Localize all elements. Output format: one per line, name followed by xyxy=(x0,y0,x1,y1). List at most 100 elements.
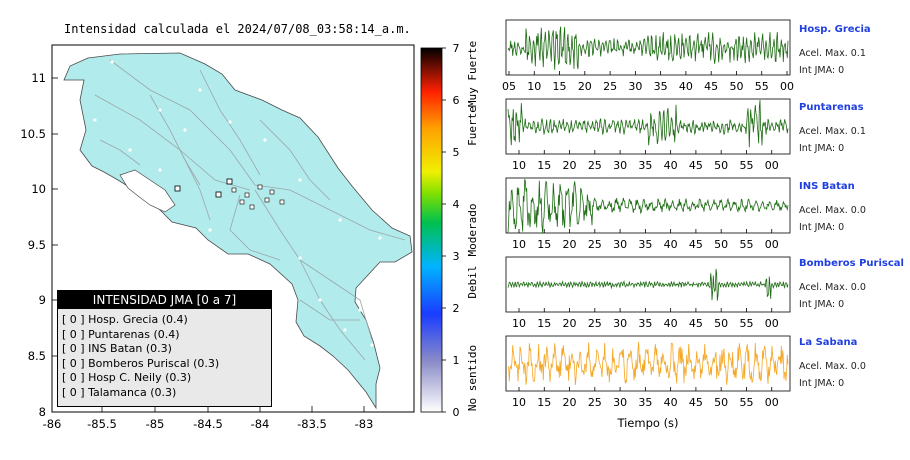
seismogram-tick-label: 15 xyxy=(553,80,567,93)
seismogram-tick-label: 00 xyxy=(780,80,794,93)
legend-list: [ 0 ] Hosp. Grecia (0.4) [ 0 ] Puntarena… xyxy=(58,309,271,400)
map-x-tick-label: -85 xyxy=(146,417,165,431)
seismogram-tick-label: 10 xyxy=(512,317,526,330)
seismogram-trace xyxy=(507,341,789,385)
seismogram-panel: 10 15 20 25 30 35 40 45 50 55 00 xyxy=(505,177,791,251)
map-y-tick-label: 10 xyxy=(31,182,46,196)
station-accel: Acel. Max. 0.0 xyxy=(799,282,866,293)
map-y-tick-label: 9.5 xyxy=(28,238,46,252)
seismogram-tick-label: 45 xyxy=(689,238,703,251)
map-x-tick-label: -83 xyxy=(355,417,374,431)
seismogram-trace xyxy=(507,178,789,234)
legend-item: [ 0 ] Bomberos Puriscal (0.3) xyxy=(62,356,220,370)
colorbar-tick-label: 6 xyxy=(453,94,460,107)
seismogram-tick-label: 50 xyxy=(729,80,743,93)
map-x-tick-label: -86 xyxy=(43,417,62,431)
seismogram-panel: 10 15 20 25 30 35 40 45 50 55 00 xyxy=(505,256,791,330)
seismogram-tick-label: 55 xyxy=(739,238,753,251)
colorbar-label: Moderado xyxy=(466,204,479,257)
seismogram-tick-label: 15 xyxy=(537,396,551,409)
legend-item: [ 0 ] INS Batan (0.3) xyxy=(62,342,172,355)
seismogram-tick-label: 50 xyxy=(714,159,728,172)
station-accel: Acel. Max. 0.0 xyxy=(799,361,866,372)
map-y-tick-label: 8 xyxy=(39,405,46,419)
station-info: Acel. Max. 0.0 Int JMA: 0 xyxy=(799,202,866,236)
station-name: Bomberos Puriscal xyxy=(799,258,904,269)
station-int: Int JMA: 0 xyxy=(799,65,845,76)
seismogram-tick-label: 45 xyxy=(689,317,703,330)
station-info: Acel. Max. 0.0 Int JMA: 0 xyxy=(799,358,866,392)
seismogram-tick-label: 00 xyxy=(765,396,779,409)
station-int: Int JMA: 0 xyxy=(799,143,845,154)
map-y-tick-label: 8.5 xyxy=(28,349,46,363)
seismogram-tick-label: 50 xyxy=(714,238,728,251)
seismogram-tick-label: 40 xyxy=(664,317,678,330)
colorbar-tick-label: 1 xyxy=(453,354,460,367)
station-accel: Acel. Max. 0.1 xyxy=(799,126,866,137)
seismogram-tick-label: 45 xyxy=(704,80,718,93)
seismogram-tick-label: 15 xyxy=(537,159,551,172)
seismogram-tick-label: 10 xyxy=(527,80,541,93)
intensity-legend: INTENSIDAD JMA [0 a 7] [ 0 ] Hosp. Greci… xyxy=(57,290,272,407)
seismogram-tick-label: 35 xyxy=(638,396,652,409)
seismogram-tick-label: 50 xyxy=(714,396,728,409)
seismogram-tick-label: 30 xyxy=(613,317,627,330)
seismogram-tick-label: 35 xyxy=(638,159,652,172)
station-name: Hosp. Grecia xyxy=(799,24,871,35)
seismogram-tick-label: 20 xyxy=(563,317,577,330)
seismogram-tick-label: 55 xyxy=(755,80,769,93)
seismogram-trace xyxy=(507,268,789,301)
seismogram-tick-label: 25 xyxy=(588,238,602,251)
seismogram-tick-label: 40 xyxy=(664,159,678,172)
seismogram-tick-label: 30 xyxy=(613,238,627,251)
colorbar-tick-label: 4 xyxy=(453,198,460,211)
legend-item: [ 0 ] Hosp. Grecia (0.4) xyxy=(62,313,188,326)
seismogram-tick-label: 15 xyxy=(537,317,551,330)
seismogram-frame xyxy=(505,335,791,392)
map-x-tick-label: -85.5 xyxy=(87,417,117,431)
seismogram-tick-label: 40 xyxy=(664,238,678,251)
seismogram-frame xyxy=(505,19,791,76)
map-x-tick-label: -84 xyxy=(251,417,270,431)
seismogram-tick-label: 10 xyxy=(512,238,526,251)
colorbar-tick-label: 3 xyxy=(453,250,460,263)
seismogram-trace xyxy=(507,99,789,148)
station-info: Acel. Max. 0.0 Int JMA: 0 xyxy=(799,279,866,313)
seismogram-tick-label: 35 xyxy=(638,238,652,251)
colorbar-tick-label: 7 xyxy=(453,42,460,55)
map-title: Intensidad calculada el 2024/07/08_03:58… xyxy=(64,22,411,36)
colorbar-tick-label: 0 xyxy=(453,406,460,419)
seismogram-tick-label: 15 xyxy=(537,238,551,251)
seismogram-tick-label: 10 xyxy=(512,159,526,172)
seismogram-tick-label: 45 xyxy=(689,396,703,409)
colorbar-tick-label: 2 xyxy=(453,302,460,315)
seismogram-tick-label: 00 xyxy=(765,317,779,330)
seismogram-tick-label: 00 xyxy=(765,159,779,172)
seismogram-tick-label: 25 xyxy=(588,317,602,330)
map-y-tick-label: 9 xyxy=(39,293,46,307)
station-accel: Acel. Max. 0.1 xyxy=(799,48,866,59)
colorbar-label: Fuerte xyxy=(466,106,479,146)
station-int: Int JMA: 0 xyxy=(799,299,845,310)
station-int: Int JMA: 0 xyxy=(799,222,845,233)
seismogram-tick-label: 20 xyxy=(578,80,592,93)
seismogram-panel: 05 10 15 20 25 30 35 40 45 50 55 00 xyxy=(502,19,794,93)
seismogram-tick-label: 50 xyxy=(714,317,728,330)
station-name: La Sabana xyxy=(799,337,858,348)
seismogram-tick-label: 00 xyxy=(765,238,779,251)
seismogram-tick-label: 25 xyxy=(588,159,602,172)
colorbar-tick-label: 5 xyxy=(453,146,460,159)
station-int: Int JMA: 0 xyxy=(799,378,845,389)
costa-rica-landmass xyxy=(63,52,413,410)
seismogram-tick-label: 40 xyxy=(679,80,693,93)
station-accel: Acel. Max. 0.0 xyxy=(799,205,866,216)
seismogram-tick-label: 30 xyxy=(613,159,627,172)
seismogram-tick-label: 25 xyxy=(603,80,617,93)
seismogram-tick-label: 30 xyxy=(613,396,627,409)
legend-item: [ 0 ] Talamanca (0.3) xyxy=(62,385,177,399)
seismogram-trace xyxy=(507,26,789,70)
seismogram-tick-label: 05 xyxy=(502,80,516,93)
station-info: Acel. Max. 0.1 Int JMA: 0 xyxy=(799,45,866,79)
seismogram-tick-label: 55 xyxy=(739,159,753,172)
